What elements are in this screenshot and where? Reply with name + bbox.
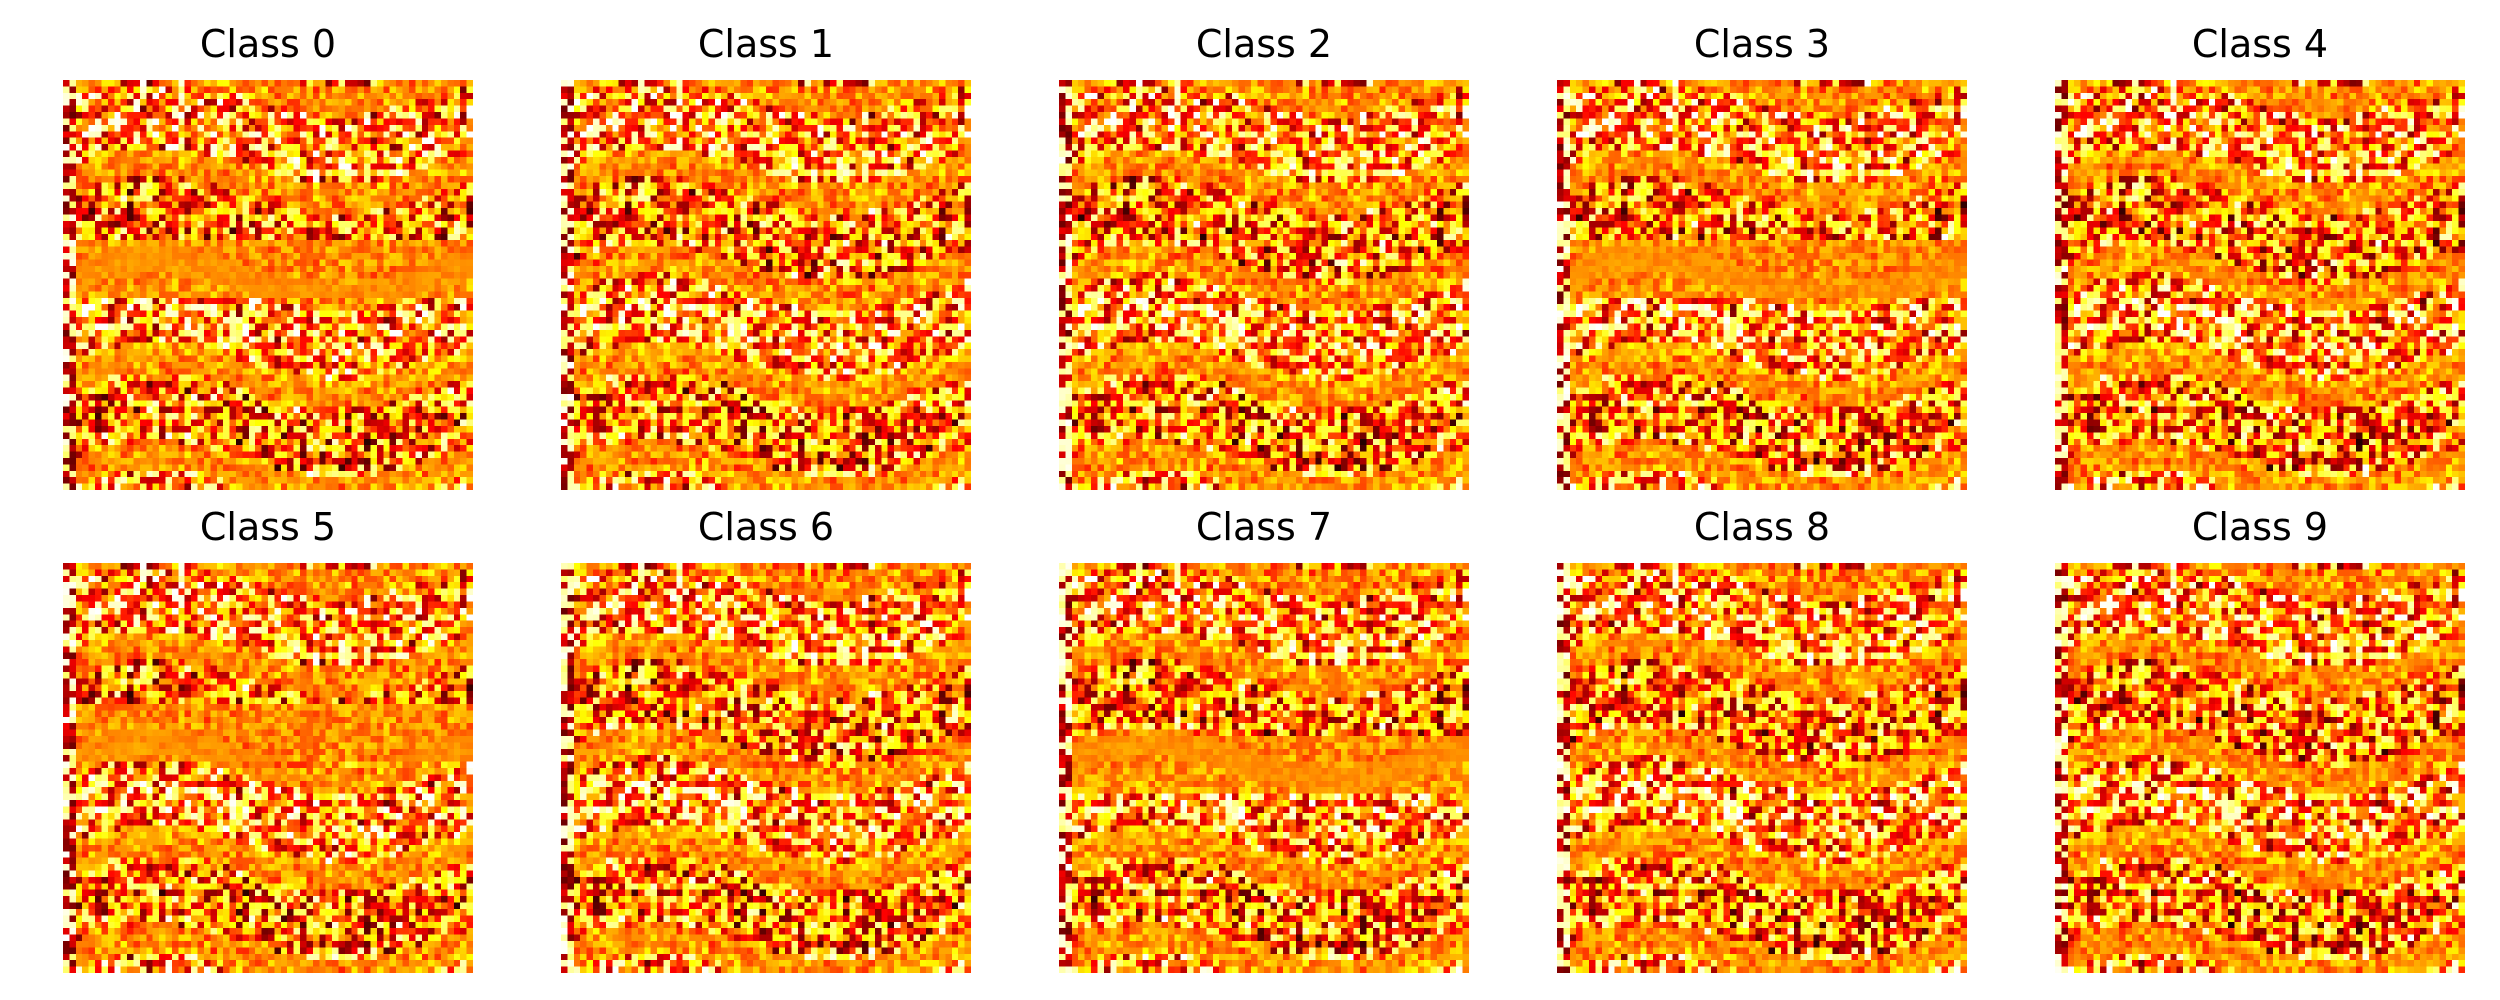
- heatmap-class-3: [1557, 80, 1967, 490]
- panel-title-class-6: Class 6: [561, 505, 971, 549]
- panel-title-class-2: Class 2: [1059, 22, 1469, 66]
- panel-title-class-8: Class 8: [1557, 505, 1967, 549]
- heatmap-class-0: [63, 80, 473, 490]
- heatmap-class-1: [561, 80, 971, 490]
- heatmap-class-5: [63, 563, 473, 973]
- panel-title-class-7: Class 7: [1059, 505, 1469, 549]
- heatmap-class-2: [1059, 80, 1469, 490]
- panel-title-class-1: Class 1: [561, 22, 971, 66]
- panel-title-class-0: Class 0: [63, 22, 473, 66]
- heatmap-class-9: [2055, 563, 2465, 973]
- panel-title-class-3: Class 3: [1557, 22, 1967, 66]
- panel-title-class-4: Class 4: [2055, 22, 2465, 66]
- panel-title-class-5: Class 5: [63, 505, 473, 549]
- heatmap-class-4: [2055, 80, 2465, 490]
- panel-title-class-9: Class 9: [2055, 505, 2465, 549]
- heatmap-class-6: [561, 563, 971, 973]
- heatmap-class-7: [1059, 563, 1469, 973]
- heatmap-class-8: [1557, 563, 1967, 973]
